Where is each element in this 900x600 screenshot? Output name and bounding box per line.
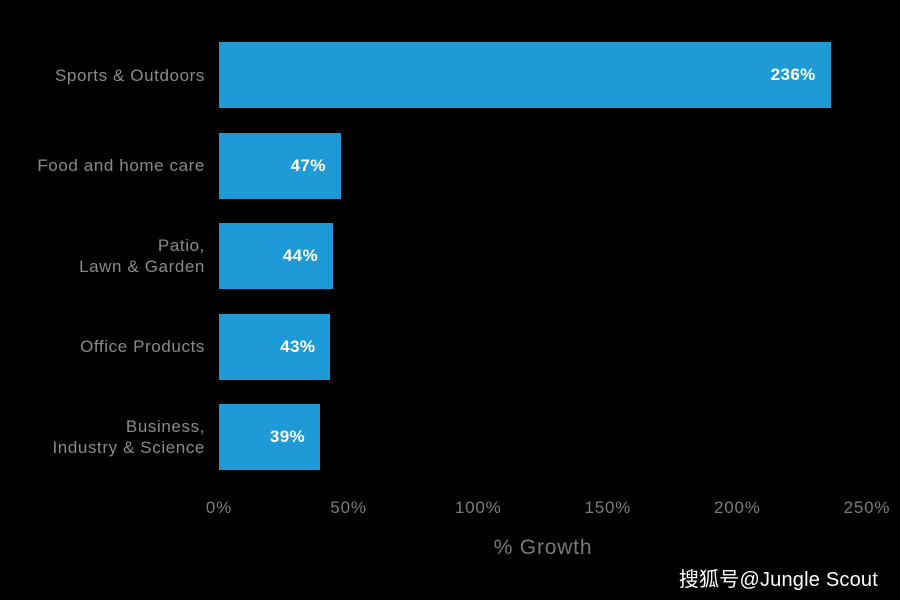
x-tick-label: 250% <box>843 498 891 517</box>
x-tick-label: 0% <box>205 498 233 517</box>
bar-row: Food and home care 47% <box>0 121 900 212</box>
bar: 44% <box>219 223 334 290</box>
bar-row: Sports & Outdoors 236% <box>0 30 900 121</box>
value-label: 39% <box>269 427 306 447</box>
bar: 236% <box>219 42 831 109</box>
x-tick-label: 150% <box>584 498 632 517</box>
x-axis-title: % Growth <box>493 536 593 559</box>
bar-row: Office Products 43% <box>0 302 900 393</box>
bar-track: 44% <box>219 223 867 290</box>
bar-track: 39% <box>219 404 867 471</box>
bar: 39% <box>219 404 321 471</box>
x-tick-label: 200% <box>714 498 761 517</box>
value-label: 236% <box>770 65 816 85</box>
bar-row: Business, Industry & Science 39% <box>0 392 900 483</box>
bar-track: 236% <box>219 42 867 109</box>
bar-rows: Sports & Outdoors 236% Food and home care 4… <box>0 30 900 483</box>
category-label: Sports & Outdoors <box>54 65 205 85</box>
bar: 47% <box>219 132 341 199</box>
bar-row: Patio, Lawn & Garden 44% <box>0 211 900 302</box>
category-label: Patio, Lawn & Garden <box>79 236 205 277</box>
category-label: Office Products <box>80 337 205 357</box>
value-label: 43% <box>280 336 316 356</box>
x-tick-label: 50% <box>330 498 367 517</box>
category-label: Food and home care <box>37 156 205 176</box>
x-axis: 0% 50% 100% 150% 200% 250% <box>206 498 890 522</box>
x-tick-label: 100% <box>454 498 502 517</box>
watermark: 搜狐号@Jungle Scout <box>678 569 878 591</box>
bar: 43% <box>219 313 331 380</box>
category-label: Business, Industry & Science <box>52 417 205 458</box>
value-label: 47% <box>290 155 326 175</box>
bar-track: 47% <box>219 132 867 199</box>
bar-track: 43% <box>219 313 867 380</box>
value-label: 44% <box>282 246 319 266</box>
